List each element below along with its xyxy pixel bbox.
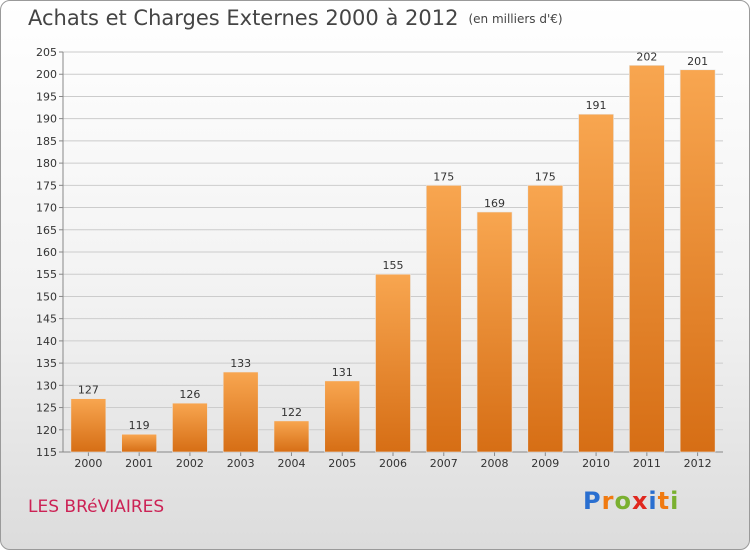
data-label: 155 [383, 259, 404, 272]
x-tick-label: 2004 [277, 457, 305, 470]
data-label: 175 [433, 170, 454, 183]
y-tick-label: 175 [36, 179, 57, 192]
logo-letter: x [631, 487, 649, 515]
y-tick-label: 185 [36, 135, 57, 148]
bar [121, 433, 157, 453]
bar [578, 113, 614, 453]
x-tick-label: 2001 [125, 457, 153, 470]
logo-letter: t [657, 487, 671, 515]
bar [629, 65, 665, 453]
x-tick-label: 2005 [328, 457, 356, 470]
data-label: 127 [78, 384, 99, 397]
logo-letter: i [670, 487, 680, 515]
y-tick-label: 180 [36, 157, 57, 170]
data-label: 169 [484, 197, 505, 210]
chart-title: Achats et Charges Externes 2000 à 2012 (e… [28, 6, 563, 30]
bar [172, 402, 208, 453]
x-tick-label: 2000 [74, 457, 102, 470]
y-tick-label: 115 [36, 446, 57, 459]
bar [476, 211, 513, 453]
bar [70, 398, 107, 453]
commune-name: LES BRéVIAIRES [28, 497, 165, 517]
y-tick-label: 155 [36, 268, 57, 281]
data-label: 201 [687, 55, 708, 68]
x-tick-label: 2003 [227, 457, 255, 470]
bar [324, 380, 361, 453]
y-tick-label: 145 [36, 313, 57, 326]
y-tick-label: 125 [36, 402, 57, 415]
data-label: 202 [636, 50, 657, 63]
y-tick-label: 135 [36, 357, 57, 370]
bar [425, 185, 462, 453]
bar [527, 185, 564, 453]
bar [375, 273, 411, 453]
y-tick-label: 165 [36, 224, 57, 237]
data-label: 131 [332, 366, 353, 379]
data-label: 133 [230, 357, 251, 370]
y-tick-label: 140 [36, 335, 57, 348]
x-tick-label: 2002 [176, 457, 204, 470]
y-tick-label: 170 [36, 202, 57, 215]
bar [679, 69, 716, 453]
logo-letter: i [648, 487, 658, 515]
proxiti-logo: Proxiti [583, 487, 679, 515]
data-label: 191 [586, 99, 607, 112]
y-tick-label: 200 [36, 68, 57, 81]
y-tick-label: 160 [36, 246, 57, 259]
data-label: 175 [535, 170, 556, 183]
x-tick-label: 2009 [531, 457, 559, 470]
data-label: 119 [129, 419, 150, 432]
logo-letter: o [614, 487, 632, 515]
bar [273, 420, 310, 453]
logo-letter: r [601, 487, 615, 515]
title-text: Achats et Charges Externes 2000 à 2012 [28, 6, 459, 30]
y-tick-label: 190 [36, 113, 57, 126]
x-tick-label: 2012 [684, 457, 712, 470]
data-label: 122 [281, 406, 302, 419]
data-label: 126 [179, 388, 200, 401]
y-tick-label: 195 [36, 90, 57, 103]
y-tick-label: 150 [36, 290, 57, 303]
y-tick-label: 120 [36, 424, 57, 437]
x-tick-label: 2006 [379, 457, 407, 470]
logo-letter: P [583, 487, 602, 515]
x-tick-label: 2010 [582, 457, 610, 470]
unit-text: (en milliers d'€) [468, 12, 563, 26]
x-tick-label: 2008 [481, 457, 509, 470]
bar [222, 371, 259, 453]
x-tick-label: 2011 [633, 457, 661, 470]
y-tick-label: 130 [36, 379, 57, 392]
y-tick-label: 205 [36, 46, 57, 59]
x-tick-label: 2007 [430, 457, 458, 470]
